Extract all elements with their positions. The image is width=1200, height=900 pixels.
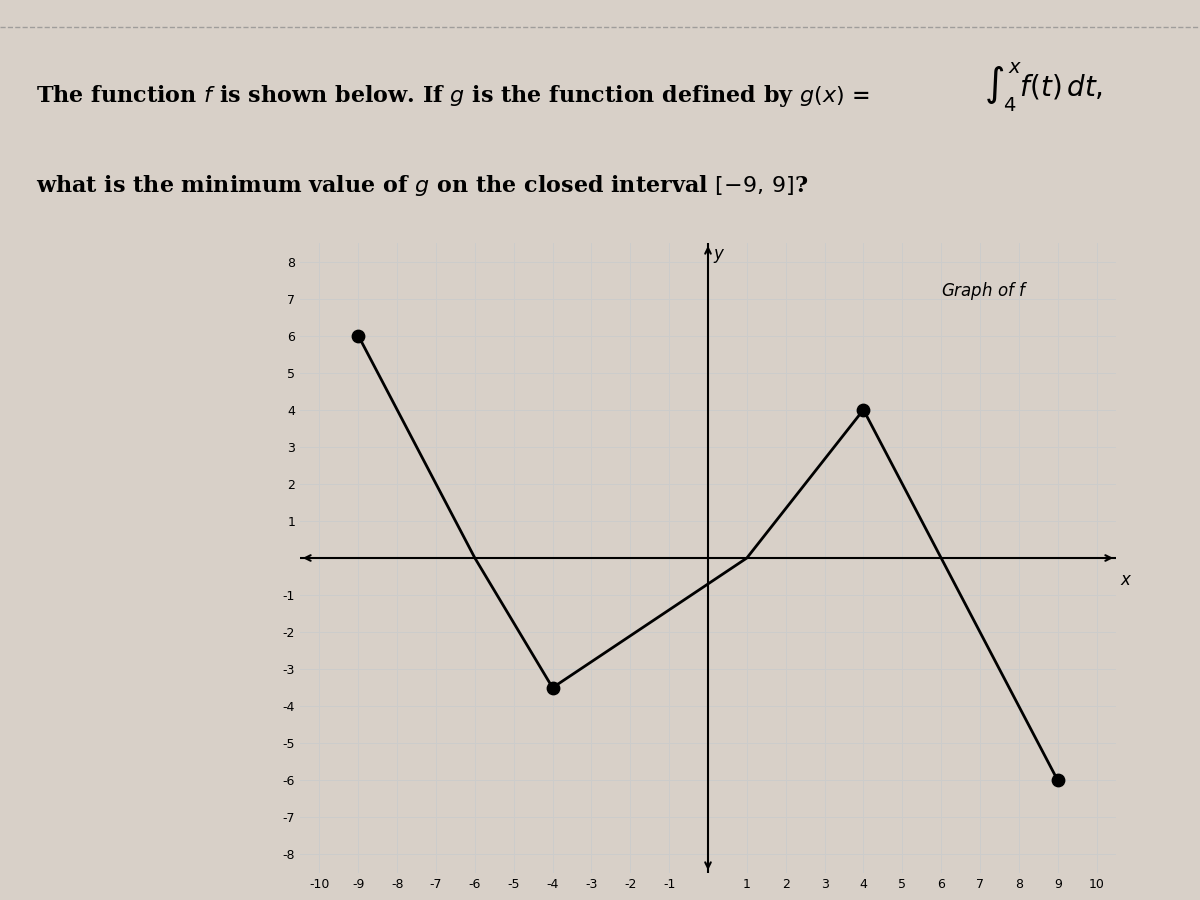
Point [542, 680, 562, 695]
Point [1048, 773, 1067, 788]
Text: The function $f$ is shown below. If $g$ is the function defined by $g(x)$ =: The function $f$ is shown below. If $g$ … [36, 84, 870, 109]
Text: what is the minimum value of $g$ on the closed interval $[-9,\, 9]$?: what is the minimum value of $g$ on the … [36, 173, 809, 198]
Text: $y$: $y$ [714, 247, 726, 265]
Text: Graph of $f$: Graph of $f$ [941, 280, 1028, 302]
Point [349, 328, 368, 343]
Text: $x$: $x$ [1120, 572, 1133, 590]
Text: $\int_4^x f(t)\,dt,$: $\int_4^x f(t)\,dt,$ [984, 61, 1103, 114]
Point [854, 402, 874, 417]
